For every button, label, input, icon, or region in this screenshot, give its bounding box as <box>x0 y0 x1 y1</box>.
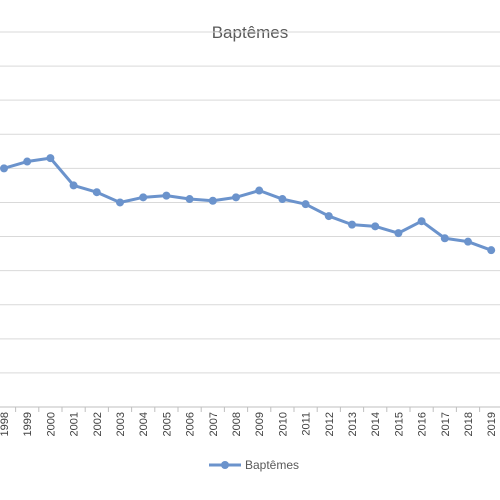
data-point-2016 <box>417 217 426 226</box>
data-point-2003 <box>116 198 124 207</box>
data-point-2006 <box>185 195 194 204</box>
series-line-baptemes <box>2 156 493 252</box>
data-point-2015 <box>394 229 403 238</box>
x-tick-label-2006: 2006 <box>185 412 197 436</box>
legend: Baptêmes <box>209 458 299 472</box>
x-tick-label-2015: 2015 <box>393 412 405 436</box>
data-point-2010 <box>278 195 287 204</box>
x-tick-label-2003: 2003 <box>115 412 127 436</box>
x-tick-label-2016: 2016 <box>417 412 429 436</box>
legend-label-baptemes: Baptêmes <box>245 458 299 472</box>
data-point-2004 <box>139 193 148 202</box>
data-point-2002 <box>92 188 101 197</box>
x-tick-label-2008: 2008 <box>231 412 243 436</box>
x-tick-label-2018: 2018 <box>463 412 475 436</box>
data-point-2014 <box>371 222 380 231</box>
x-tick-label-2002: 2002 <box>92 412 104 436</box>
x-tick-label-2017: 2017 <box>440 412 452 436</box>
data-point-2013 <box>348 220 356 229</box>
x-tick-label-2019: 2019 <box>486 412 498 436</box>
x-tick-label-1999: 1999 <box>22 412 34 436</box>
x-tick-label-2010: 2010 <box>277 412 289 436</box>
data-point-2019 <box>487 246 496 255</box>
legend-marker-dot <box>221 461 229 469</box>
data-point-2001 <box>69 181 78 190</box>
x-tick-label-2009: 2009 <box>254 412 266 436</box>
gridlines <box>0 31 500 374</box>
data-points <box>0 154 496 255</box>
x-tick-label-1998: 1998 <box>0 412 11 436</box>
data-point-2017 <box>440 234 449 243</box>
x-tick-label-2014: 2014 <box>370 412 382 436</box>
x-tick-label-2004: 2004 <box>138 412 150 436</box>
x-tick-label-2005: 2005 <box>161 412 173 436</box>
x-axis-ticks <box>15 407 481 412</box>
data-point-2005 <box>162 191 171 200</box>
data-point-2000 <box>46 154 55 163</box>
data-point-1998 <box>0 164 8 173</box>
data-point-2009 <box>255 186 264 195</box>
data-point-2011 <box>301 200 310 209</box>
x-tick-label-2012: 2012 <box>324 412 336 436</box>
data-point-2012 <box>324 212 333 221</box>
data-point-2007 <box>208 196 217 205</box>
x-axis-labels: 1998 1999 2000 2001 2002 2003 2004 2005 2006 2007… <box>0 412 498 436</box>
data-point-2008 <box>232 193 240 202</box>
x-tick-label-2001: 2001 <box>69 412 81 436</box>
data-point-1999 <box>23 157 32 166</box>
x-tick-label-2000: 2000 <box>45 412 57 436</box>
data-point-2018 <box>464 237 472 246</box>
x-tick-label-2013: 2013 <box>347 412 359 436</box>
x-tick-label-2007: 2007 <box>208 412 220 436</box>
x-tick-label-2011: 2011 <box>301 412 313 436</box>
